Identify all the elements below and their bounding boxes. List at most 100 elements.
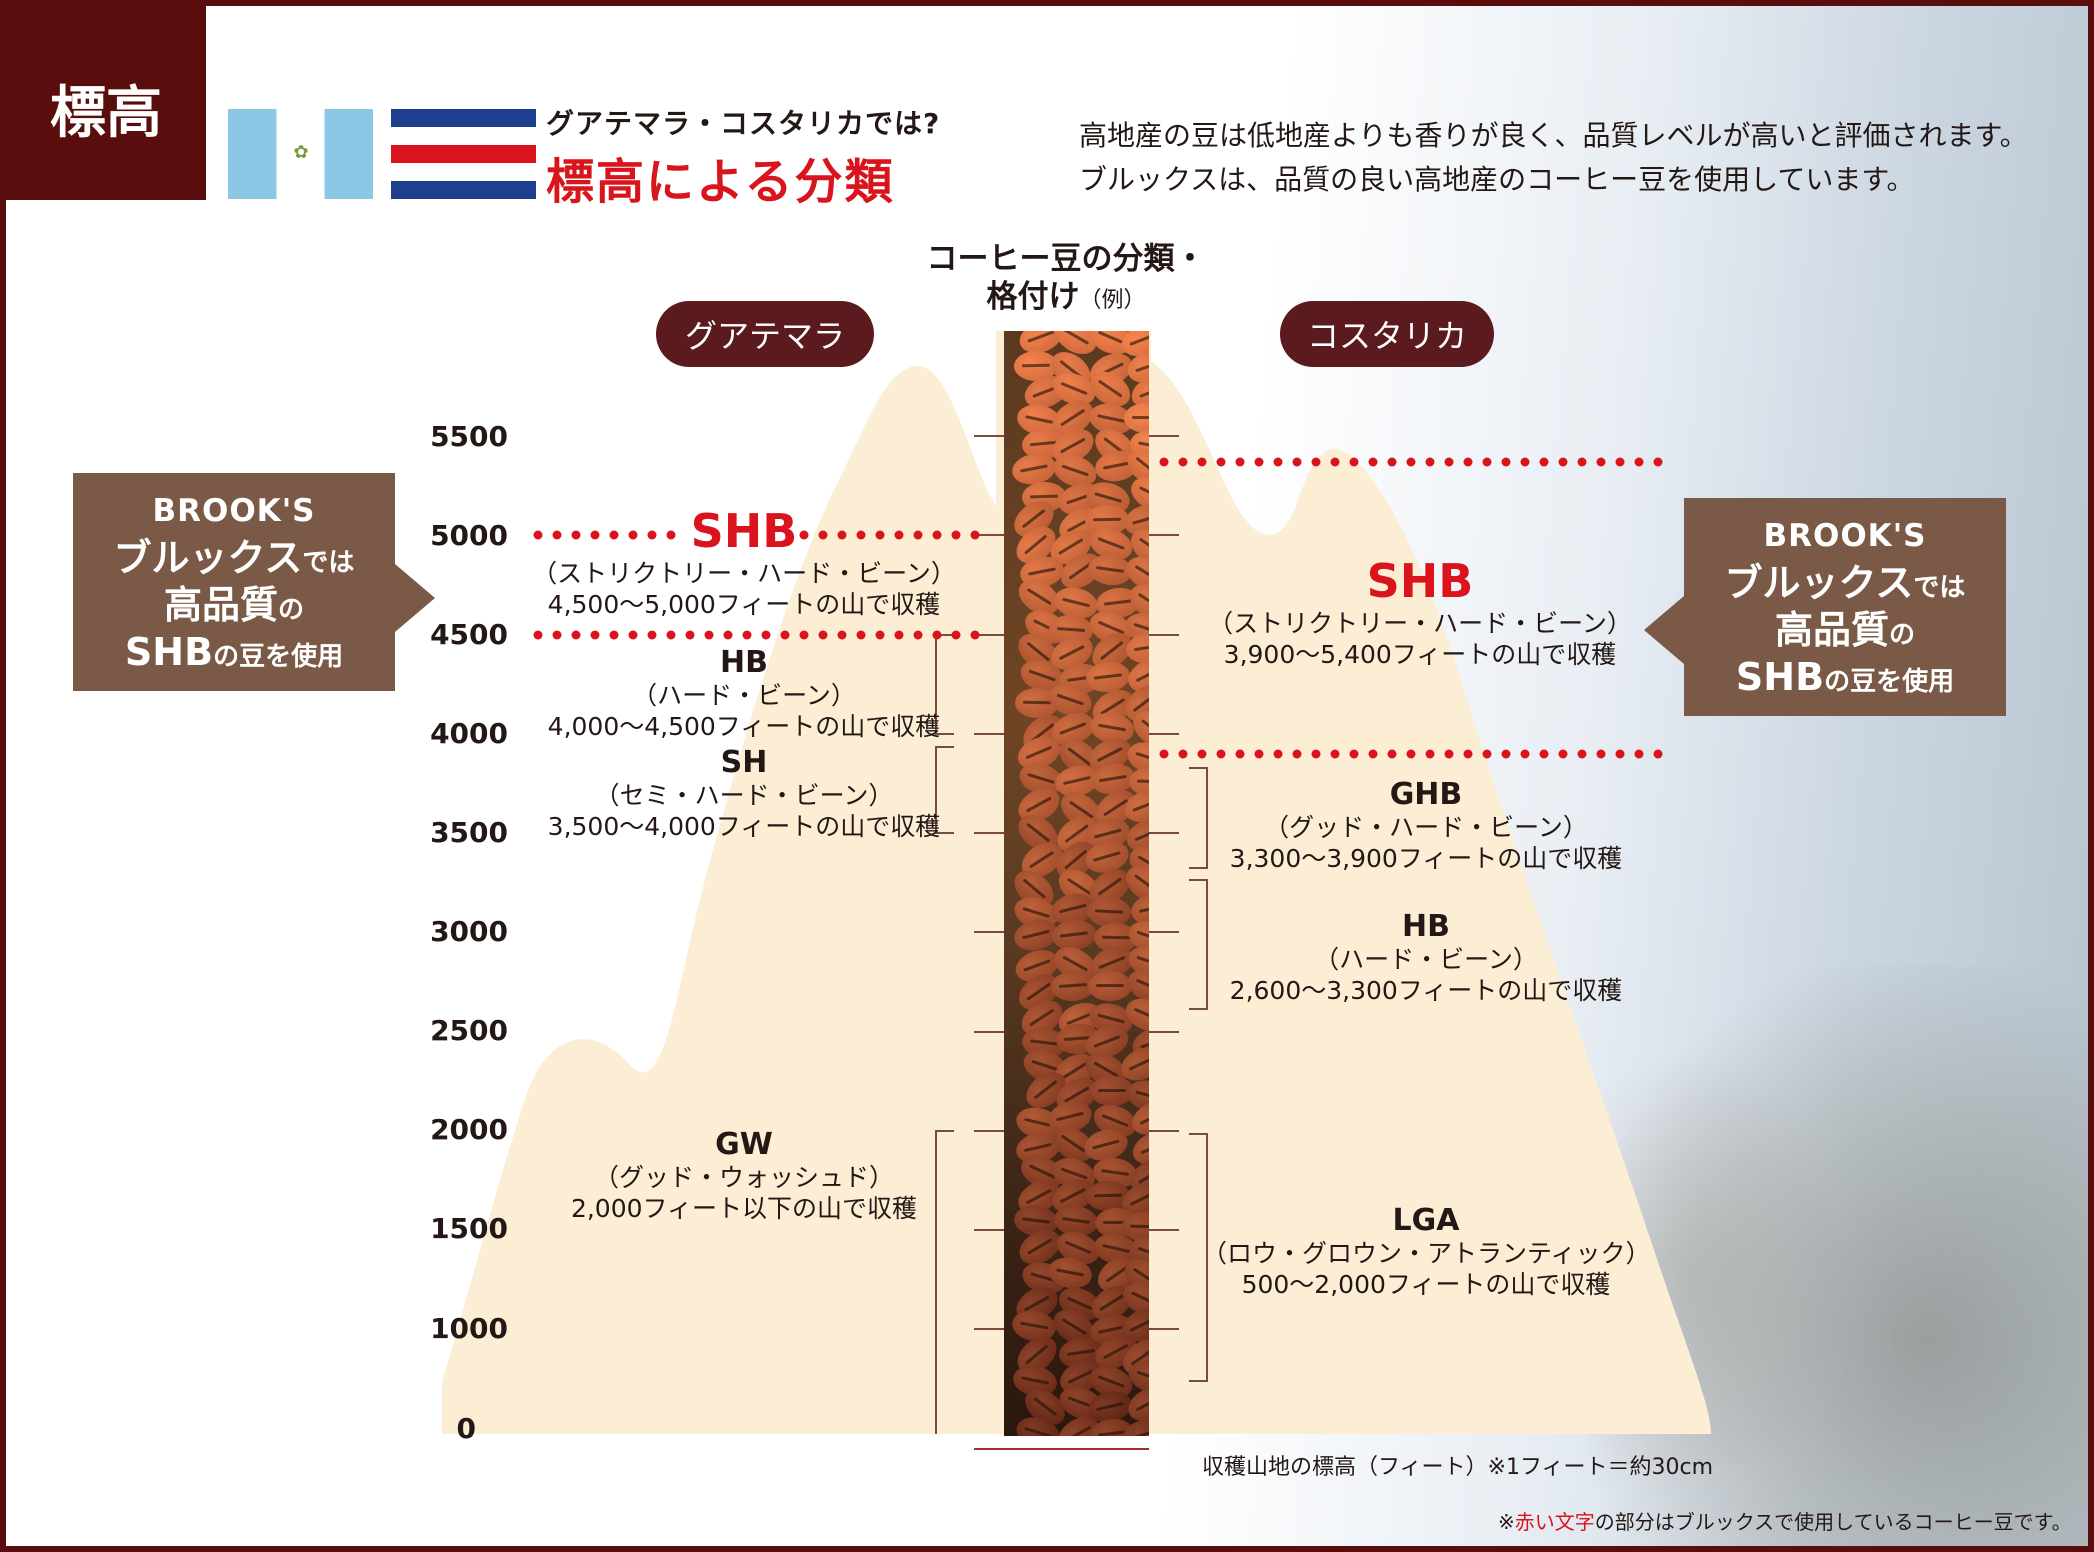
dot: [1159, 457, 1169, 467]
dot: [1178, 457, 1188, 467]
class-range: 3,500〜4,000フィートの山で収穫: [547, 812, 941, 841]
costarica-class-hb: HB （ハード・ビーン） 2,600〜3,300フィートの山で収穫: [1202, 910, 1650, 1006]
dot: [552, 630, 562, 640]
badge-line: SHBの豆を使用: [1684, 656, 2006, 703]
brooks-logo: BROOK'S: [152, 493, 316, 529]
badge-text: 高品質: [163, 583, 278, 627]
dot: [1653, 457, 1663, 467]
dot: [1539, 457, 1549, 467]
dot: [1235, 749, 1245, 759]
class-range: 3,900〜5,400フィートの山で収穫: [1223, 640, 1617, 669]
center-title-line: コーヒー豆の分類・: [926, 241, 1206, 277]
guatemala-class-shb: SHB （ストリクトリー・ハード・ビーン） 4,500〜5,000フィートの山で…: [520, 504, 968, 620]
class-name: （ロウ・グロウン・アトランティック）: [1202, 1239, 1651, 1268]
dot: [970, 530, 980, 540]
dot: [1235, 457, 1245, 467]
coffee-bean: [1087, 971, 1132, 1002]
y-tick-label: 2000: [430, 1113, 508, 1146]
dot: [628, 630, 638, 640]
dot: [1501, 457, 1511, 467]
dot: [856, 530, 866, 540]
dot: [1368, 749, 1378, 759]
dot: [590, 530, 600, 540]
dot: [1216, 457, 1226, 467]
dot: [1539, 749, 1549, 759]
footnote: ※赤い文字の部分はブルックスで使用しているコーヒー豆です。: [1498, 1506, 2072, 1535]
class-range: 500〜2,000フィートの山で収穫: [1241, 1270, 1611, 1299]
dot: [1216, 749, 1226, 759]
badge-text: ブルックス: [113, 536, 303, 580]
y-tick-label: 4000: [430, 717, 508, 750]
dot: [1330, 457, 1340, 467]
badge-text-small: では: [302, 548, 355, 578]
dot: [951, 630, 961, 640]
center-title-example: （例）: [1079, 288, 1146, 313]
dot: [1159, 749, 1169, 759]
badge-text-small: の: [278, 595, 305, 625]
arrow-left-icon: [1644, 596, 1684, 664]
dot: [799, 530, 809, 540]
class-name: （ハード・ビーン）: [1314, 945, 1538, 974]
badge-text-small: の: [1889, 620, 1916, 650]
guatemala-brackets: [935, 634, 954, 1434]
dot: [799, 630, 809, 640]
dot: [1596, 457, 1606, 467]
dot: [723, 630, 733, 640]
dot: [1292, 749, 1302, 759]
badge-line: 高品質の: [1684, 609, 2006, 656]
guatemala-class-sh: SH （セミ・ハード・ビーン） 3,500〜4,000フィートの山で収穫: [520, 746, 968, 842]
page-title: 標高による分類: [546, 154, 895, 210]
dot: [1520, 457, 1530, 467]
dot: [1558, 457, 1568, 467]
class-name: （セミ・ハード・ビーン）: [594, 781, 894, 810]
costarica-brackets: [1189, 767, 1208, 1382]
costarica-class-ghb: GHB （グッド・ハード・ビーン） 3,300〜3,900フィートの山で収穫: [1202, 778, 1650, 874]
dot: [1368, 457, 1378, 467]
y-tick-label: 1500: [430, 1212, 508, 1245]
badge-line: SHBの豆を使用: [73, 631, 395, 678]
dot: [1501, 749, 1511, 759]
dot: [1634, 457, 1644, 467]
dot: [1634, 749, 1644, 759]
dot: [1330, 749, 1340, 759]
dot: [533, 630, 543, 640]
dot: [1387, 457, 1397, 467]
dot: [856, 630, 866, 640]
footnote-text: の部分はブルックスで使用しているコーヒー豆です。: [1594, 1510, 2072, 1534]
dot: [1444, 457, 1454, 467]
dot: [1425, 457, 1435, 467]
dot: [1349, 749, 1359, 759]
dot: [1387, 749, 1397, 759]
class-code: GHB: [1389, 777, 1463, 812]
costarica-label: コスタリカ: [1280, 301, 1494, 367]
dot: [685, 630, 695, 640]
class-code: SHB: [690, 504, 798, 558]
dot: [1482, 457, 1492, 467]
description: 高地産の豆は低地産よりも香りが良く、品質レベルが高いと評価されます。 ブルックス…: [1079, 114, 2028, 202]
dot: [932, 630, 942, 640]
section-label: 標高: [6, 6, 206, 200]
dot: [1254, 749, 1264, 759]
y-tick-label: 0: [456, 1412, 476, 1445]
class-name: （グッド・ハード・ビーン）: [1264, 813, 1588, 842]
y-tick-label: 3000: [430, 915, 508, 948]
dot: [1577, 749, 1587, 759]
description-line: ブルックスは、品質の良い高地産のコーヒー豆を使用しています。: [1079, 163, 1915, 196]
dot: [1349, 457, 1359, 467]
dot: [1406, 749, 1416, 759]
dot: [1615, 457, 1625, 467]
dot: [666, 630, 676, 640]
dot: [1463, 457, 1473, 467]
dot: [1520, 749, 1530, 759]
dot: [970, 630, 980, 640]
dot: [609, 530, 619, 540]
badge-text-small: では: [1913, 573, 1966, 603]
dot: [875, 630, 885, 640]
dot: [818, 530, 828, 540]
dot: [552, 530, 562, 540]
dot: [1653, 749, 1663, 759]
dot: [875, 530, 885, 540]
dot: [647, 530, 657, 540]
badge-text: ブルックス: [1724, 561, 1914, 605]
dot: [1292, 457, 1302, 467]
